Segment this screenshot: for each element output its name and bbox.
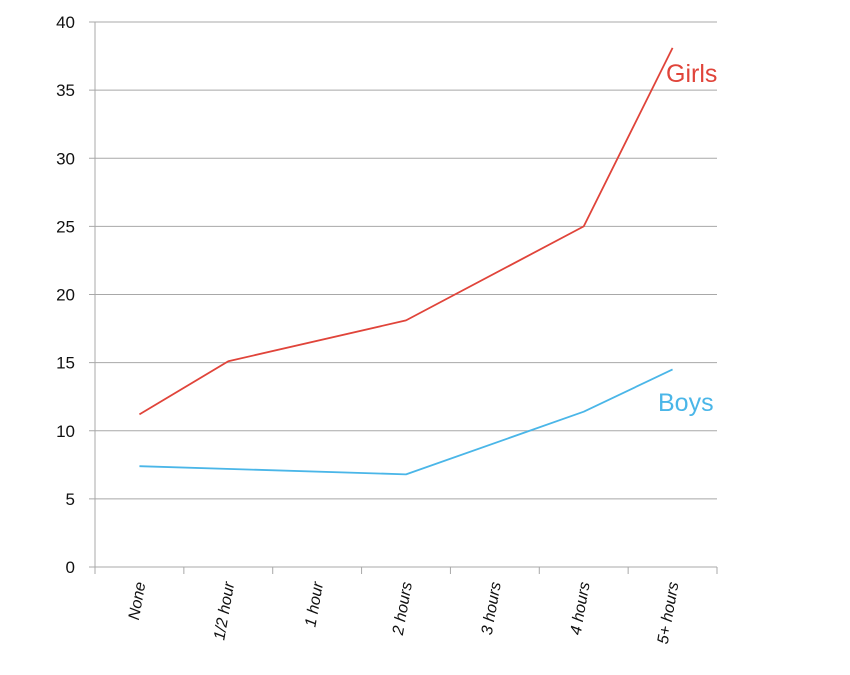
x-tick-label: 1 hour	[302, 580, 327, 628]
gridlines	[89, 21, 717, 568]
y-axis-ticks: 0 5 10 15 20 25 30 35 40	[56, 13, 75, 577]
series-label-girls: Girls	[666, 60, 717, 88]
y-tick-label: 40	[56, 13, 75, 32]
series-line-girls	[138, 47, 674, 416]
series-line-boys	[139, 368, 673, 476]
series-label-boys: Boys	[658, 389, 714, 417]
x-tick-label: None	[126, 581, 149, 622]
y-tick-label: 25	[56, 217, 75, 236]
y-tick-label: 35	[56, 81, 75, 100]
y-tick-label: 15	[56, 354, 75, 373]
y-tick-label: 5	[66, 490, 75, 509]
x-tick-label: 1/2 hour	[211, 580, 238, 641]
x-tick-label: 2 hours	[390, 581, 416, 638]
y-tick-label: 20	[56, 286, 75, 305]
series-labels: Girls Boys	[658, 60, 717, 417]
y-tick-label: 30	[56, 149, 75, 168]
x-tick-label: 3 hours	[479, 581, 505, 637]
y-tick-label: 0	[66, 558, 75, 577]
x-axis-ticks: None 1/2 hour 1 hour 2 hours 3 hours 4 hours 5…	[126, 580, 683, 645]
axes	[94, 22, 718, 574]
x-tick-label: 5+ hours	[655, 581, 683, 646]
series-lines	[138, 47, 674, 476]
y-tick-label: 10	[56, 422, 75, 441]
x-tick-label: 4 hours	[568, 581, 594, 637]
